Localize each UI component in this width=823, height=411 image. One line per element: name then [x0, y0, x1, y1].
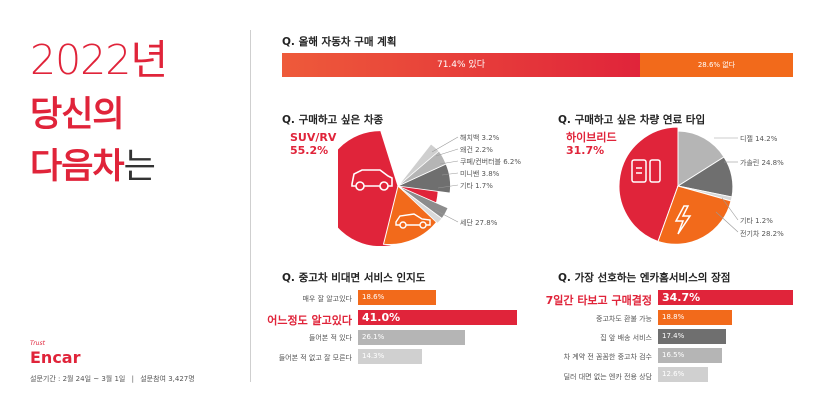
leader-hatchback	[431, 136, 459, 153]
q2-highlight-value: 55.2%	[290, 144, 329, 157]
hero-line2-rest: 는	[123, 147, 156, 187]
q5-value-1: 18.8%	[662, 313, 685, 321]
hero-line2: 다음차는	[30, 138, 156, 189]
leader-fuel-other	[721, 197, 739, 221]
q3-pie	[618, 126, 734, 245]
q2-highlight-label: SUV/RV	[290, 131, 337, 144]
leader-sedan	[434, 209, 459, 223]
q2-leaders	[431, 136, 459, 223]
q5-bar-2: 17.4%	[658, 329, 726, 344]
q2-highlight: SUV/RV 55.2%	[290, 131, 336, 157]
survey-footer: 설문기간 : 2월 24일 ~ 3월 1일 | 설문참여 3,427명	[30, 374, 195, 384]
q2-pie	[338, 130, 451, 246]
hero-line2-bold: 다음차	[30, 147, 125, 187]
q2-label-sedan: 세단 27.8%	[460, 219, 498, 227]
q1-title: Q. 올해 자동차 구매 계획	[282, 36, 397, 48]
q1-stacked-bar: 71.4% 있다 28.6% 없다	[282, 53, 793, 77]
q4-label-1: 어느정도 알고있다	[267, 314, 352, 327]
q2-label-coupe: 쿠페/컨버터블 6.2%	[460, 158, 522, 166]
q3-highlight-label: 하이브리드	[566, 131, 617, 144]
survey-participants: 설문참여 3,427명	[140, 375, 195, 383]
electric-icon	[674, 205, 692, 235]
q3-label-electric: 전기차 28.2%	[740, 230, 784, 238]
brand-tagline: Trust	[30, 340, 45, 347]
q4-value-2: 26.1%	[362, 333, 385, 341]
survey-period: 설문기간 : 2월 24일 ~ 3월 1일	[30, 375, 126, 383]
q3-title: Q. 구매하고 싶은 차량 연료 타입	[558, 114, 706, 126]
leader-minivan	[441, 172, 459, 176]
q4-bar-0: 18.6%	[358, 290, 436, 305]
q4-bar-3: 14.3%	[358, 349, 422, 364]
q5-label-4: 딜러 대면 없는 엔카 전용 상담	[563, 373, 652, 381]
q2-title: Q. 구매하고 싶은 차종	[282, 114, 384, 126]
q5-value-2: 17.4%	[662, 332, 685, 340]
hero-line1: 당신의	[30, 95, 125, 135]
suv-icon	[351, 169, 393, 191]
hero-year: 2022년	[30, 36, 168, 84]
q4-title: Q. 중고차 비대면 서비스 인지도	[282, 272, 426, 284]
leader-electric	[715, 211, 739, 233]
q3-leaders	[714, 137, 739, 233]
q5-title: Q. 가장 선호하는 엔카홈서비스의 장점	[558, 272, 731, 284]
q2-label-other: 기타 1.7%	[460, 182, 493, 190]
q3-label-fuel-other: 기타 1.2%	[740, 217, 773, 225]
q5-bar-3: 16.5%	[658, 348, 722, 363]
q3-label-gasoline: 가솔린 24.8%	[740, 159, 784, 167]
q5-bar-4: 12.6%	[658, 367, 708, 382]
footer-separator: |	[131, 375, 134, 383]
brand-logo: Encar	[30, 348, 81, 367]
q5-label-2: 집 앞 배송 서비스	[600, 334, 652, 342]
q5-bar-1: 18.8%	[658, 310, 732, 325]
q4-value-0: 18.6%	[362, 293, 385, 301]
q4-label-0: 매우 잘 알고있다	[302, 295, 352, 303]
leader-wagon	[435, 148, 459, 157]
q5-label-0: 7일간 타보고 구매결정	[545, 294, 652, 307]
q3-label-diesel: 디젤 14.2%	[740, 135, 778, 143]
q3-highlight-value: 31.7%	[566, 144, 605, 157]
sedan-icon	[395, 213, 431, 229]
q4-value-3: 14.3%	[362, 352, 385, 360]
q5-value-0: 34.7%	[662, 291, 701, 304]
q4-label-2: 들어본 적 있다	[308, 334, 352, 342]
q1-bar-no-label: 28.6% 없다	[697, 61, 736, 69]
leader-other	[437, 184, 459, 189]
q5-label-3: 차 계약 전 꼼꼼한 중고차 검수	[563, 353, 652, 361]
q2-label-minivan: 미니밴 3.8%	[460, 170, 500, 178]
q2-label-hatchback: 해치백 3.2%	[460, 134, 500, 142]
leader-coupe	[439, 160, 459, 165]
q1-bar-no: 28.6% 없다	[640, 53, 793, 77]
hybrid-icon	[631, 159, 661, 183]
vertical-divider	[250, 30, 251, 382]
q2-label-wagon: 왜건 2.2%	[460, 146, 493, 154]
q5-value-4: 12.6%	[662, 370, 685, 378]
q4-label-3: 들어본 적 없고 잘 모른다	[278, 354, 352, 362]
q5-label-1: 중고차도 환불 가능	[596, 315, 652, 323]
q3-highlight: 하이브리드 31.7%	[566, 131, 617, 157]
q3-slice-hybrid	[618, 126, 679, 243]
q1-bar-yes: 71.4% 있다	[282, 53, 640, 77]
q5-value-3: 16.5%	[662, 351, 685, 359]
q3-slice-electric	[657, 185, 732, 245]
q4-bar-2: 26.1%	[358, 330, 465, 345]
q2-slice-hatchback	[397, 143, 440, 187]
q3-slice-diesel	[677, 130, 725, 187]
q1-bar-yes-label: 71.4% 있다	[436, 60, 485, 70]
q5-bar-0: 34.7%	[658, 290, 793, 305]
q4-value-1: 41.0%	[362, 311, 401, 324]
q4-bar-1: 41.0%	[358, 310, 517, 325]
